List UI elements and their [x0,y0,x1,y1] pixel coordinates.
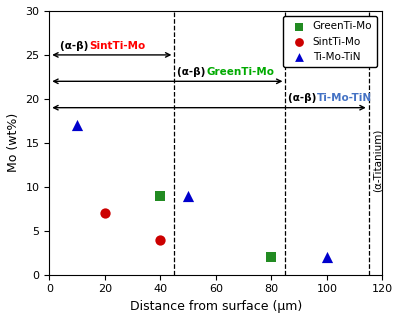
Text: (α-Titanium): (α-Titanium) [373,129,383,192]
X-axis label: Distance from surface (μm): Distance from surface (μm) [130,300,302,313]
Text: Ti-Mo-TiN: Ti-Mo-TiN [317,93,372,103]
Text: (α-β): (α-β) [288,93,320,103]
Y-axis label: Mo (wt%): Mo (wt%) [7,113,20,172]
Legend: GreenTi-Mo, SintTi-Mo, Ti-Mo-TiN: GreenTi-Mo, SintTi-Mo, Ti-Mo-TiN [284,16,377,67]
Point [185,193,191,198]
Point [102,211,108,216]
Point [157,237,164,242]
Text: GreenTi-Mo: GreenTi-Mo [206,67,274,77]
Text: (α-β): (α-β) [177,67,209,77]
Point [268,255,275,260]
Point [324,255,330,260]
Point [74,123,80,128]
Text: (α-β): (α-β) [60,41,92,51]
Point [157,193,164,198]
Text: SintTi-Mo: SintTi-Mo [90,41,146,51]
